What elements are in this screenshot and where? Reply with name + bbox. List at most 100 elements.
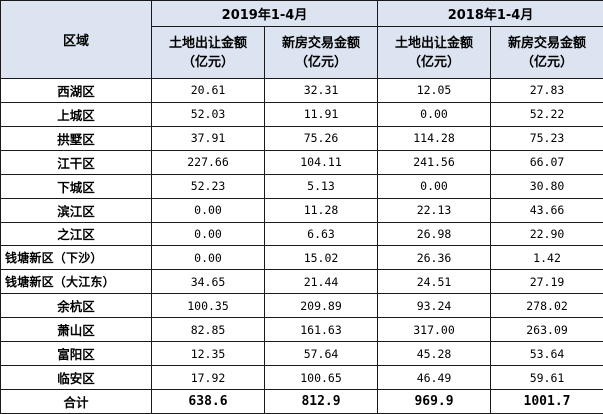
- land-2018-cell: 45.28: [377, 341, 492, 367]
- col-land-2018-header: 土地出让金额 （亿元）: [377, 26, 492, 79]
- land-2019-cell: 0.00: [151, 197, 265, 223]
- land-2019-cell: 12.35: [151, 341, 265, 367]
- period-2019-header: 2019年1-4月: [150, 0, 379, 27]
- region-cell: 之江区: [0, 221, 152, 247]
- house-2018-cell: 43.66: [490, 197, 603, 223]
- land-2018-cell: 12.05: [377, 78, 492, 103]
- house-2018-cell: 1.42: [490, 245, 603, 271]
- region-cell: 西湖区: [0, 78, 152, 103]
- table-row: 临安区 17.92 100.65 46.49 59.61: [0, 365, 603, 390]
- col-house-2018-header: 新房交易金额 （亿元）: [490, 26, 603, 79]
- table-row: 拱墅区 37.91 75.26 114.28 75.23: [0, 125, 603, 151]
- house-2019-cell: 75.26: [263, 125, 379, 151]
- col-land-label: 土地出让金额: [168, 35, 247, 51]
- region-cell: 滨江区: [0, 197, 152, 223]
- land-2018-cell: 46.49: [377, 365, 492, 390]
- region-cell: 钱塘新区（大江东）: [0, 269, 152, 295]
- table-row: 江干区 227.66 104.11 241.56 66.07: [0, 149, 603, 175]
- house-2019-cell: 32.31: [263, 78, 379, 103]
- col-unit-label: （亿元）: [295, 54, 348, 70]
- land-2019-cell: 82.85: [151, 317, 265, 343]
- region-cell: 拱墅区: [0, 125, 152, 151]
- house-2019-cell: 15.02: [263, 245, 379, 271]
- total-row: 合计 638.6 812.9 969.9 1001.7: [0, 389, 603, 414]
- land-2019-cell: 52.03: [151, 101, 265, 127]
- land-2018-cell: 0.00: [377, 101, 492, 127]
- region-cell: 临安区: [0, 365, 152, 390]
- house-2019-cell: 209.89: [263, 293, 379, 319]
- table-row: 之江区 0.00 6.63 26.98 22.90: [0, 221, 603, 247]
- house-2019-cell: 104.11: [263, 149, 379, 175]
- land-2018-cell: 26.36: [377, 245, 492, 271]
- table-body: 西湖区 20.61 32.31 12.05 27.83 上城区 52.03 11.91 0.0…: [0, 78, 603, 390]
- table-row: 下城区 52.23 5.13 0.00 30.80: [0, 173, 603, 199]
- land-2018-cell: 241.56: [377, 149, 492, 175]
- region-cell: 余杭区: [0, 293, 152, 319]
- total-house-2018: 1001.7: [490, 389, 603, 414]
- region-cell: 钱塘新区（下沙）: [0, 245, 152, 271]
- house-2019-cell: 21.44: [263, 269, 379, 295]
- table-row: 钱塘新区（下沙） 0.00 15.02 26.36 1.42: [0, 245, 603, 271]
- land-2019-cell: 37.91: [151, 125, 265, 151]
- region-cell: 下城区: [0, 173, 152, 199]
- table-row: 上城区 52.03 11.91 0.00 52.22: [0, 101, 603, 127]
- land-2019-cell: 20.61: [151, 78, 265, 103]
- col-house-label: 新房交易金额: [508, 35, 587, 51]
- col-unit-label: （亿元）: [408, 54, 461, 70]
- house-2019-cell: 5.13: [263, 173, 379, 199]
- land-2019-cell: 0.00: [151, 221, 265, 247]
- total-label: 合计: [0, 389, 152, 414]
- total-land-2019: 638.6: [151, 389, 265, 414]
- header-row-columns: 土地出让金额 （亿元） 新房交易金额 （亿元） 土地出让金额 （亿元） 新房交易金额 （…: [1, 26, 603, 79]
- table-footer: 合计 638.6 812.9 969.9 1001.7: [0, 389, 603, 414]
- land-2019-cell: 52.23: [151, 173, 265, 199]
- house-2019-cell: 100.65: [263, 365, 379, 390]
- house-2019-cell: 161.63: [263, 317, 379, 343]
- region-cell: 上城区: [0, 101, 152, 127]
- land-2018-cell: 0.00: [377, 173, 492, 199]
- house-2018-cell: 27.83: [490, 78, 603, 103]
- house-2018-cell: 59.61: [490, 365, 603, 390]
- house-2018-cell: 278.02: [490, 293, 603, 319]
- house-2018-cell: 52.22: [490, 101, 603, 127]
- col-house-label: 新房交易金额: [282, 35, 361, 51]
- land-2018-cell: 93.24: [377, 293, 492, 319]
- header-row-periods: 区域 2019年1-4月 2018年1-4月: [0, 0, 603, 79]
- table-header: 区域 2019年1-4月 2018年1-4月 土地出让金额 （亿元） 新房交易金额…: [0, 0, 603, 79]
- period-2018-header: 2018年1-4月: [377, 0, 603, 27]
- land-2019-cell: 17.92: [151, 365, 265, 390]
- land-2018-cell: 317.00: [377, 317, 492, 343]
- total-house-2019: 812.9: [263, 389, 379, 414]
- region-header: 区域: [0, 0, 152, 79]
- col-land-label: 土地出让金额: [395, 35, 474, 51]
- land-2019-cell: 34.65: [151, 269, 265, 295]
- house-2019-cell: 6.63: [263, 221, 379, 247]
- region-cell: 萧山区: [0, 317, 152, 343]
- house-2018-cell: 66.07: [490, 149, 603, 175]
- land-2018-cell: 26.98: [377, 221, 492, 247]
- house-2018-cell: 53.64: [490, 341, 603, 367]
- house-2019-cell: 11.28: [263, 197, 379, 223]
- region-cell: 江干区: [0, 149, 152, 175]
- col-house-2019-header: 新房交易金额 （亿元）: [263, 26, 379, 79]
- house-2019-cell: 11.91: [263, 101, 379, 127]
- land-2018-cell: 114.28: [377, 125, 492, 151]
- table-row: 西湖区 20.61 32.31 12.05 27.83: [0, 78, 603, 103]
- house-2018-cell: 30.80: [490, 173, 603, 199]
- col-land-2019-header: 土地出让金额 （亿元）: [151, 26, 265, 79]
- house-2019-cell: 57.64: [263, 341, 379, 367]
- land-2018-cell: 24.51: [377, 269, 492, 295]
- total-land-2018: 969.9: [377, 389, 492, 414]
- house-2018-cell: 22.90: [490, 221, 603, 247]
- col-unit-label: （亿元）: [521, 54, 574, 70]
- land-2018-cell: 22.13: [377, 197, 492, 223]
- house-2018-cell: 27.19: [490, 269, 603, 295]
- table-row: 滨江区 0.00 11.28 22.13 43.66: [0, 197, 603, 223]
- region-cell: 富阳区: [0, 341, 152, 367]
- land-2019-cell: 227.66: [151, 149, 265, 175]
- table-row: 萧山区 82.85 161.63 317.00 263.09: [0, 317, 603, 343]
- table-row: 富阳区 12.35 57.64 45.28 53.64: [0, 341, 603, 367]
- col-unit-label: （亿元）: [181, 54, 234, 70]
- land-2019-cell: 100.35: [151, 293, 265, 319]
